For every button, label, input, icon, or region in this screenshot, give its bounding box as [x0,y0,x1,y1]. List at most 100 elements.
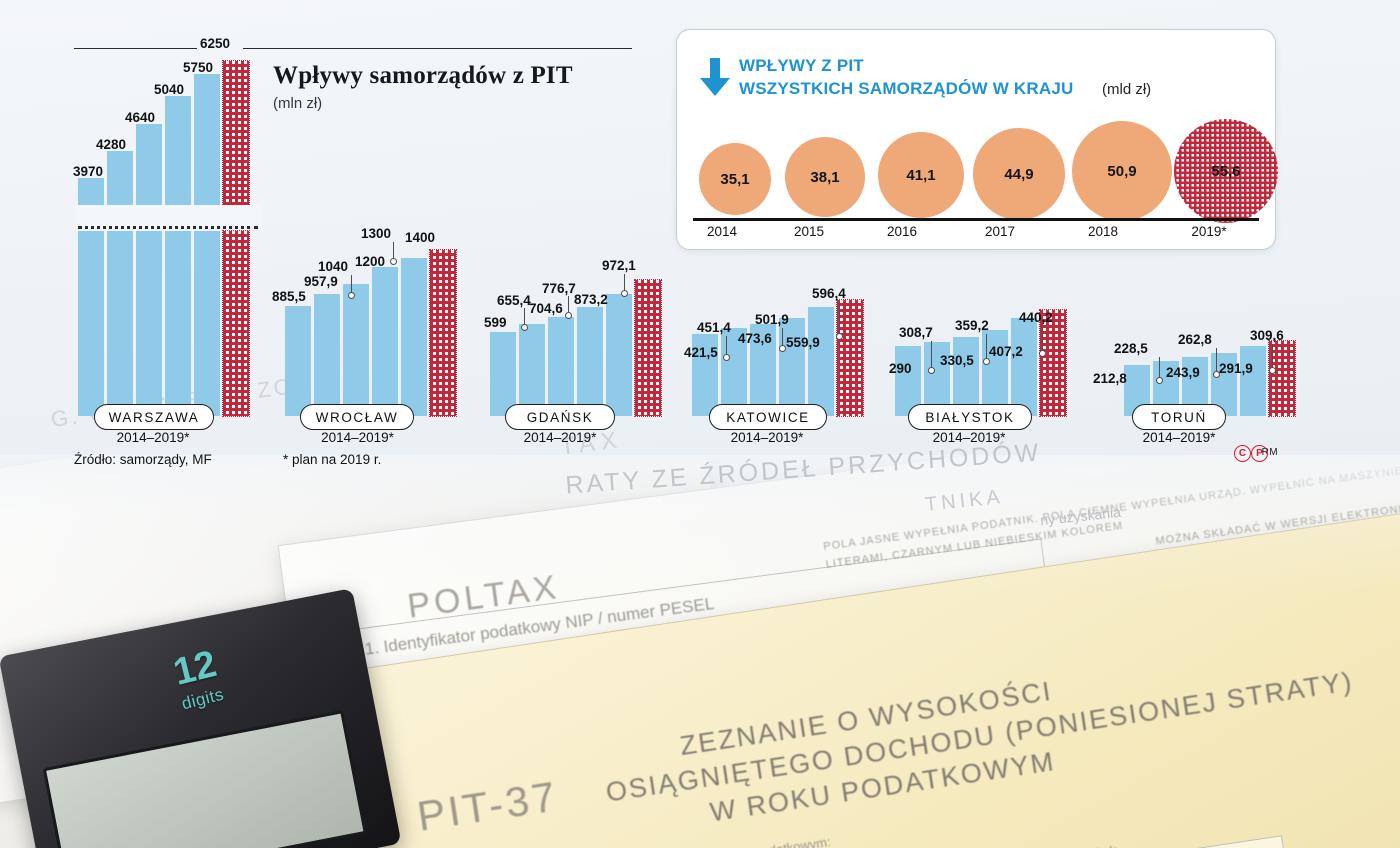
value-label-2014: 599 [484,315,507,330]
leader-dot-2017 [565,312,572,319]
value-label-2014: 290 [889,361,912,376]
leader-dot-2019 [1039,350,1046,357]
city-label-gdansk: GDAŃSK [505,404,615,430]
callout-year-2019: 2019* [1191,224,1227,239]
leader-line-2019 [839,302,840,335]
copyright-icon: C [1234,445,1251,462]
city-label-wroclaw: WROCŁAW [300,404,414,430]
down-arrow-icon [700,58,730,96]
range-label-bialystok: 2014–2019* [932,430,1006,445]
value-label-2014: 885,5 [272,289,306,304]
bar-2016 [548,317,574,416]
bar-lower-2015 [107,231,133,416]
value-label-2018: 407,2 [989,344,1023,359]
photo-haze-overlay [0,455,1400,848]
range-label-gdansk: 2014–2019* [523,430,597,445]
callout-year-2016: 2016 [886,224,918,239]
value-label-2019-plan: 309,6 [1250,328,1284,343]
bar-2019-plan [1039,309,1067,417]
leader-line-2015 [931,341,932,369]
top-rule-left [74,48,197,49]
value-label-2019-plan: 972,1 [602,258,636,273]
value-label-2017: 359,2 [955,318,989,333]
value-label-2018: 5750 [183,60,214,75]
page-subtitle: (mln zł) [273,95,323,112]
leader-dot-2016 [348,292,355,299]
leader-dot-2019 [1269,367,1276,374]
circle-2016: 41,1 [878,132,964,218]
value-label-2015: 4280 [96,137,127,152]
bar-2016 [343,284,369,416]
range-label-katowice: 2014–2019* [730,430,804,445]
bar-2018 [606,294,632,416]
bar-2017 [372,267,398,416]
range-label-torun: 2014–2019* [1142,430,1216,445]
value-label-2019-plan: 6250 [200,36,231,51]
city-label-katowice: KATOWICE [709,404,827,430]
bar-2016 [136,124,162,206]
bar-2019-plan [1268,340,1296,417]
bar-2016 [953,337,979,416]
bar-2015 [519,324,545,416]
circle-2014: 35,1 [699,143,771,215]
background-photo: Od kwoty z poz. 105 odejmij Obliczoną kw… [0,455,1400,848]
leader-dot-2019 [621,290,628,297]
leader-line-2017 [1216,348,1217,373]
value-label-2019-plan: 1400 [405,230,436,245]
source-note: Źródło: samorządy, MF [74,452,212,467]
value-label-2018: 1300 [361,226,392,241]
value-label-2014: 421,5 [684,345,718,360]
leader-dot-2017 [1213,371,1220,378]
circle-2015: 38,1 [785,137,865,217]
bar-lower-2018 [194,231,220,416]
leader-line-2017 [568,296,569,314]
bar-2015 [924,342,950,416]
city-label-torun: TORUŃ [1132,404,1226,430]
value-label-2016: 704,6 [529,301,563,316]
bar-2017 [165,96,191,206]
bar-2018 [1011,318,1037,416]
value-label-2015: 451,4 [697,320,731,335]
leader-line-2015 [524,308,525,326]
leader-line-2018 [393,242,394,260]
bar-lower-2016 [136,231,162,416]
leader-line-2019 [1272,344,1273,369]
value-label-2016: 330,5 [940,353,974,368]
axis-break-mask [76,205,262,227]
city-label-bialystok: BIAŁYSTOK [908,404,1032,430]
leader-line-2017 [782,328,783,347]
range-label-warszawa: 2014–2019* [116,430,190,445]
leader-line-2019 [1042,326,1043,352]
callout-unit: (mld zł) [1102,81,1152,98]
value-label-2018: 291,9 [1219,361,1253,376]
value-label-2015: 228,5 [1114,341,1148,356]
value-label-2015: 655,4 [497,293,531,308]
value-label-2017: 776,7 [542,281,576,296]
value-label-2017: 5040 [154,82,185,97]
bar-lower-2019-plan [222,230,250,417]
range-label-wroclaw: 2014–2019* [321,430,394,445]
bar-2019-plan [836,299,864,417]
value-label-2018: 559,9 [786,335,820,350]
axis-break-line [78,226,258,229]
bar-2018 [1240,346,1266,416]
value-label-2014: 3970 [73,164,104,179]
leader-line-2015 [1159,357,1160,379]
chart-area: Wpływy samorządów z PIT (mln zł) 3970 42… [73,36,1296,467]
leader-dot-2015 [928,367,935,374]
value-label-2016: 1040 [318,259,349,274]
value-label-2017: 262,8 [1178,332,1212,347]
value-label-2017: 501,9 [755,312,789,327]
bar-2014 [78,178,104,206]
bar-2016 [750,324,776,416]
callout-year-2014: 2014 [706,224,738,239]
bar-2019-plan [634,279,662,417]
leader-line-2015 [726,336,727,356]
value-label-2015: 308,7 [899,325,933,340]
bar-lower-2017 [165,231,191,416]
value-label-2019-plan: 440,2 [1019,310,1053,325]
leader-dot-2015 [1156,377,1163,384]
circle-2019-plan: 55,6 [1174,119,1278,223]
value-label-2016: 4640 [125,110,156,125]
bar-2019-plan [429,249,457,417]
